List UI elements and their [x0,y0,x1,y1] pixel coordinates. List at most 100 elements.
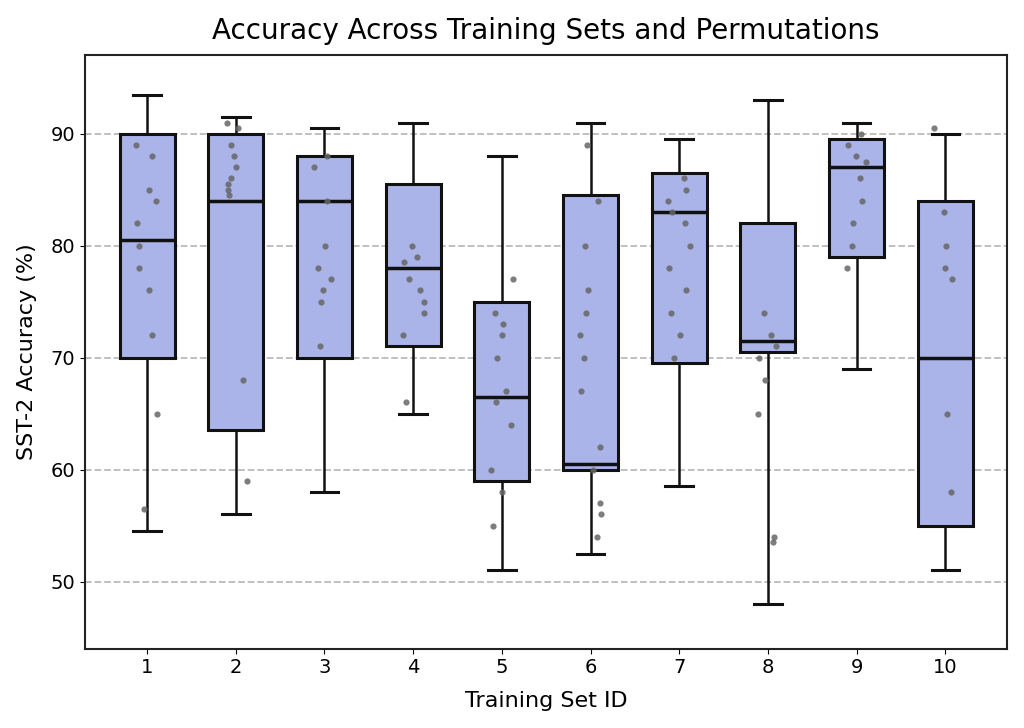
Point [230,122,247,134]
Point [857,156,873,167]
Point [592,497,608,509]
Point [485,520,502,531]
Y-axis label: SST-2 Accuracy (%): SST-2 Accuracy (%) [16,244,37,460]
Point [489,352,506,363]
Point [751,352,767,363]
Point [659,195,676,207]
Point [131,240,147,251]
Point [403,240,420,251]
Point [926,122,942,134]
Point [128,139,144,151]
PathPatch shape [474,301,529,480]
Point [136,503,153,515]
Point [400,274,417,285]
Point [144,329,161,341]
Point [313,296,330,307]
Point [938,240,954,251]
Point [395,257,412,269]
Point [678,285,694,296]
Point [131,262,147,274]
PathPatch shape [829,139,884,257]
Point [141,184,158,196]
Point [236,374,252,386]
Point [592,441,608,453]
Point [585,464,601,475]
PathPatch shape [651,173,707,363]
Point [840,139,856,151]
Point [223,139,240,151]
Point [579,307,595,319]
Point [593,509,609,521]
Point [416,296,432,307]
Point [943,486,959,498]
Point [494,486,510,498]
Point [682,240,698,251]
Point [239,475,255,486]
Point [763,329,779,341]
Point [220,178,237,190]
PathPatch shape [297,156,352,357]
Point [937,262,953,274]
Point [318,150,335,162]
Point [147,195,164,207]
Point [589,531,605,542]
PathPatch shape [918,201,973,526]
Point [572,385,589,397]
Point [397,397,414,408]
Point [844,240,860,251]
Point [143,150,160,162]
Point [318,195,335,207]
Point [848,150,864,162]
Point [853,128,869,140]
Point [757,374,773,386]
Point [505,274,521,285]
PathPatch shape [208,134,263,430]
Point [141,285,158,296]
Point [854,195,870,207]
Point [220,184,237,196]
Point [665,206,681,218]
PathPatch shape [740,223,796,352]
Point [662,262,678,274]
Point [676,173,692,184]
Point [150,408,166,419]
Point [571,329,588,341]
Point [495,318,511,330]
Point [845,218,861,229]
Point [766,531,782,542]
Point [219,116,236,128]
Point [486,307,503,319]
Point [935,206,951,218]
X-axis label: Training Set ID: Training Set ID [465,692,628,711]
Point [495,329,511,341]
Point [579,139,595,151]
Point [768,341,784,352]
Point [580,285,596,296]
Point [672,329,688,341]
Point [395,329,412,341]
Point [750,408,766,419]
Point [756,307,772,319]
Point [852,173,868,184]
Point [309,262,326,274]
Point [578,240,594,251]
Point [678,184,694,196]
Point [323,274,339,285]
Point [666,352,682,363]
Point [575,352,592,363]
Point [943,274,959,285]
Point [311,341,328,352]
Point [226,150,243,162]
Point [129,218,145,229]
Point [488,397,505,408]
Point [316,240,333,251]
Point [306,162,323,173]
Point [839,262,855,274]
Point [410,251,426,263]
Point [498,385,514,397]
Title: Accuracy Across Training Sets and Permutations: Accuracy Across Training Sets and Permut… [212,17,880,44]
Point [412,285,428,296]
Point [677,218,693,229]
PathPatch shape [563,195,618,470]
Point [315,285,332,296]
